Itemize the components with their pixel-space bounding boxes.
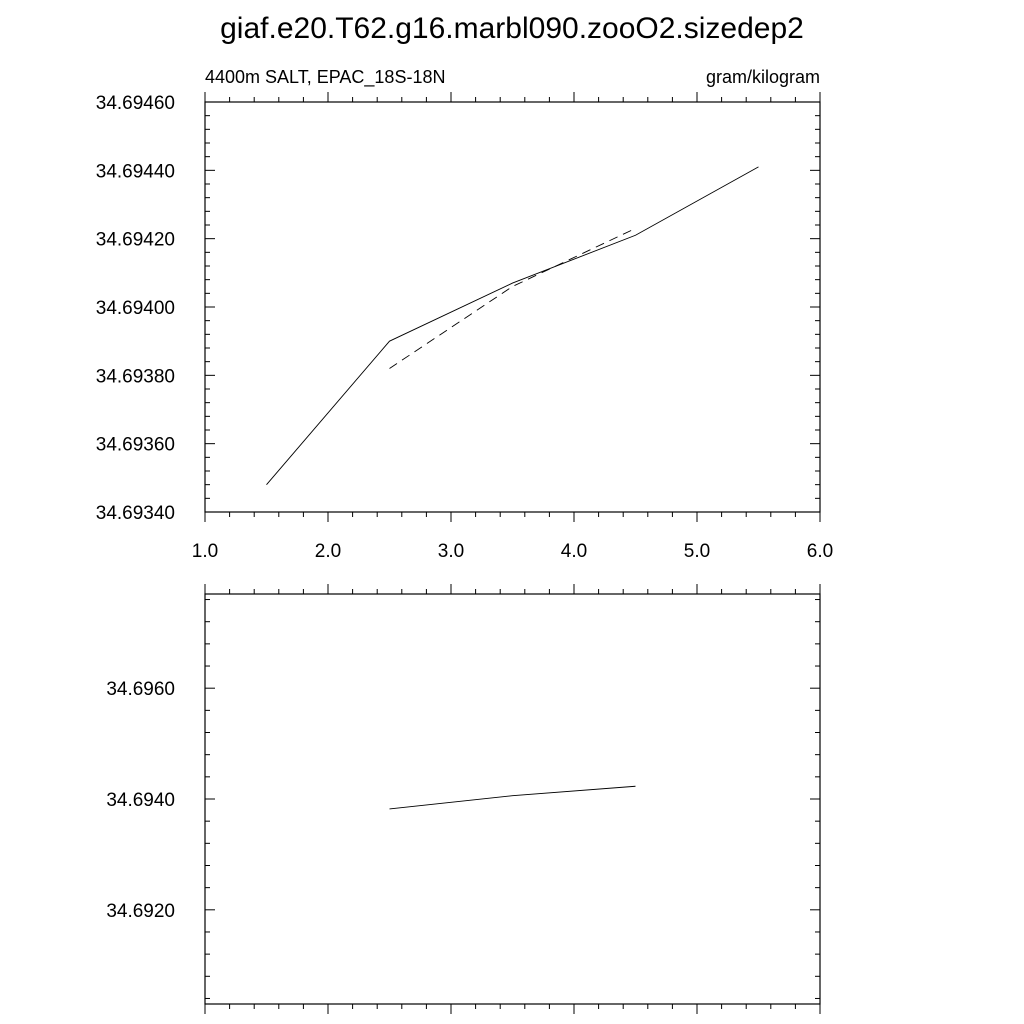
top-panel-tick-labels: 1.0 2.0 3.0 4.0 5.0 6.0 34.69340 34.69360 34.693…: [96, 93, 833, 562]
y-tick-label: 34.69360: [96, 435, 175, 456]
y-tick-label: 34.6960: [106, 679, 175, 700]
y-tick-label: 34.6920: [106, 901, 175, 922]
y-tick-label: 34.69400: [96, 298, 175, 319]
series-line-solid: [389, 785, 636, 810]
top-panel: 4400m SALT, EPAC_18S-18N gram/kilogram 1…: [96, 67, 833, 562]
x-tick-label: 3.0: [438, 541, 464, 562]
figure-title: giaf.e20.T62.g16.marbl090.zooO2.sizedep2: [220, 12, 804, 45]
bottom-panel: 34.6920 34.6940 34.6960: [106, 584, 821, 1014]
series-line-dashed: [389, 228, 636, 369]
bottom-panel-series: [389, 785, 636, 810]
y-tick-label: 34.69440: [96, 161, 175, 182]
y-tick-label: 34.6940: [106, 790, 175, 811]
y-tick-label: 34.69460: [96, 93, 175, 114]
top-panel-series: [266, 166, 759, 485]
top-panel-units-label: gram/kilogram: [706, 67, 820, 87]
bottom-plot-frame: [204, 593, 821, 1005]
y-tick-label: 34.69420: [96, 230, 175, 251]
bottom-panel-ticks: [204, 584, 821, 1014]
bottom-panel-tick-labels: 34.6920 34.6940 34.6960: [106, 679, 175, 922]
x-tick-label: 2.0: [315, 541, 341, 562]
y-tick-label: 34.69340: [96, 503, 175, 524]
x-tick-label: 6.0: [807, 541, 833, 562]
series-line-solid: [266, 166, 759, 485]
x-tick-label: 1.0: [192, 541, 218, 562]
x-tick-label: 4.0: [561, 541, 587, 562]
x-tick-label: 5.0: [684, 541, 710, 562]
top-panel-ticks: [204, 92, 821, 522]
top-panel-left-label: 4400m SALT, EPAC_18S-18N: [205, 67, 445, 88]
top-plot-frame: [204, 101, 821, 513]
y-tick-label: 34.69380: [96, 366, 175, 387]
